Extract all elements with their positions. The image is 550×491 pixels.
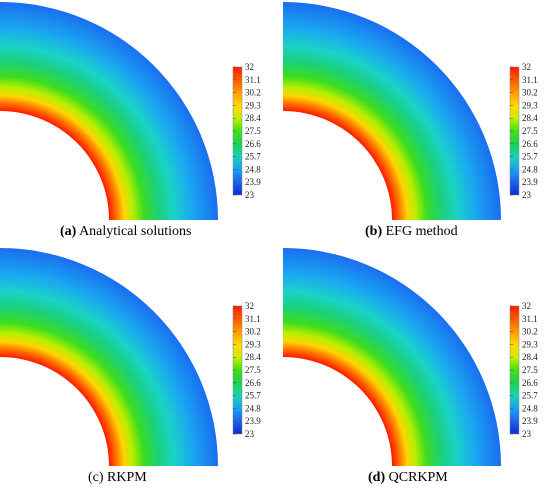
caption-text-b: EFG method [385, 224, 458, 239]
colorbar-c: 32 31.1 30.2 29.3 28.4 27.5 26.6 25.7 24.8 23.9 23 [232, 301, 261, 439]
colorbar-tick-label: 23.9 [245, 416, 261, 426]
colorbar-tick-label: 23.9 [522, 416, 538, 426]
colorbar-tick-label: 25.7 [245, 391, 261, 401]
colorbar-tick-label: 32 [245, 301, 254, 311]
caption-letter-a: (a) [60, 224, 77, 239]
caption-letter-d: (d) [368, 470, 386, 485]
colorbar-tick-label: 24.8 [522, 164, 538, 174]
contour-plot-c: 32 31.1 30.2 29.3 28.4 27.5 26.6 25.7 24.8 23.9 23 [0, 248, 261, 466]
colorbar-tick-label: 23 [522, 429, 532, 439]
colorbar-d: 32 31.1 30.2 29.3 28.4 27.5 26.6 25.7 24.8 23.9 23 [509, 301, 538, 439]
contour-plot-d: 32 31.1 30.2 29.3 28.4 27.5 26.6 25.7 24.8 23.9 23 [283, 248, 538, 466]
colorbar-tick-label: 28.4 [245, 113, 261, 123]
colorbar-tick-label: 27.5 [522, 365, 538, 375]
quarter-annulus-d [283, 248, 501, 466]
colorbar-tick-label: 31.1 [522, 314, 538, 324]
panel-c: 32 31.1 30.2 29.3 28.4 27.5 26.6 25.7 24.8 23.9 23… [0, 246, 275, 491]
quarter-annulus-a [0, 2, 218, 220]
colorbar-tick-label: 23 [522, 190, 532, 200]
colorbar-tick-label: 25.7 [245, 152, 261, 162]
colorbar-tick-label: 30.2 [522, 327, 538, 337]
panel-a: 32 31.1 30.2 29.3 28.4 27.5 26.6 25.7 24.8 23.9 23… [0, 0, 275, 245]
colorbar-tick-label: 23.9 [522, 177, 538, 187]
colorbar-tick-label: 27.5 [245, 126, 261, 136]
colorbar-tick-label: 24.8 [245, 164, 261, 174]
contour-plot-b: 32 31.1 30.2 29.3 28.4 27.5 26.6 25.7 24.8 23.9 23 [283, 2, 538, 220]
contour-plot-a: 32 31.1 30.2 29.3 28.4 27.5 26.6 25.7 24.8 23.9 23 [0, 2, 261, 220]
colorbar-tick-label: 23 [245, 190, 255, 200]
colorbar-tick-label: 28.4 [522, 352, 538, 362]
colorbar-tick-label: 31.1 [245, 314, 261, 324]
colorbar-tick-label: 26.6 [245, 139, 261, 149]
colorbar-tick-label: 24.8 [522, 403, 538, 413]
colorbar-tick-label: 27.5 [522, 126, 538, 136]
caption-letter-b: (b) [365, 224, 383, 239]
colorbar-tick-label: 30.2 [522, 88, 538, 98]
caption-b: (b) EFG method [365, 224, 458, 240]
colorbar-tick-label: 28.4 [522, 113, 538, 123]
colorbar-tick-label: 26.6 [522, 139, 538, 149]
caption-a: (a) Analytical solutions [60, 224, 191, 240]
colorbar-tick-label: 29.3 [522, 100, 538, 110]
colorbar-tick-label: 26.6 [522, 378, 538, 388]
caption-text-d: QCRKPM [388, 470, 448, 485]
colorbar-a: 32 31.1 30.2 29.3 28.4 27.5 26.6 25.7 24.8 23.9 23 [232, 62, 261, 200]
colorbar-tick-label: 25.7 [522, 152, 538, 162]
panel-d: 32 31.1 30.2 29.3 28.4 27.5 26.6 25.7 24.8 23.9 23… [283, 246, 550, 491]
colorbar-tick-label: 30.2 [245, 88, 261, 98]
colorbar-tick-label: 23.9 [245, 177, 261, 187]
caption-d: (d) QCRKPM [368, 470, 448, 486]
colorbar-tick-label: 27.5 [245, 365, 261, 375]
colorbar-tick-label: 23 [245, 429, 255, 439]
quarter-annulus-b [283, 2, 501, 220]
colorbar-b: 32 31.1 30.2 29.3 28.4 27.5 26.6 25.7 24.8 23.9 23 [509, 62, 538, 200]
caption-letter-c: (c) [88, 470, 104, 485]
caption-text-c: RKPM [107, 470, 147, 485]
panel-b: 32 31.1 30.2 29.3 28.4 27.5 26.6 25.7 24.8 23.9 23… [283, 0, 550, 245]
colorbar-tick-label: 28.4 [245, 352, 261, 362]
colorbar-tick-label: 24.8 [245, 403, 261, 413]
colorbar-tick-label: 29.3 [245, 339, 261, 349]
colorbar-tick-label: 31.1 [522, 75, 538, 85]
quarter-annulus-c [0, 248, 218, 466]
colorbar-tick-label: 29.3 [522, 339, 538, 349]
colorbar-tick-label: 32 [245, 62, 254, 72]
colorbar-tick-label: 25.7 [522, 391, 538, 401]
colorbar-tick-label: 30.2 [245, 327, 261, 337]
colorbar-tick-label: 26.6 [245, 378, 261, 388]
colorbar-tick-label: 32 [522, 301, 531, 311]
colorbar-tick-label: 32 [522, 62, 531, 72]
colorbar-tick-label: 29.3 [245, 100, 261, 110]
colorbar-tick-label: 31.1 [245, 75, 261, 85]
caption-c: (c) RKPM [88, 470, 147, 486]
caption-text-a: Analytical solutions [79, 224, 192, 239]
